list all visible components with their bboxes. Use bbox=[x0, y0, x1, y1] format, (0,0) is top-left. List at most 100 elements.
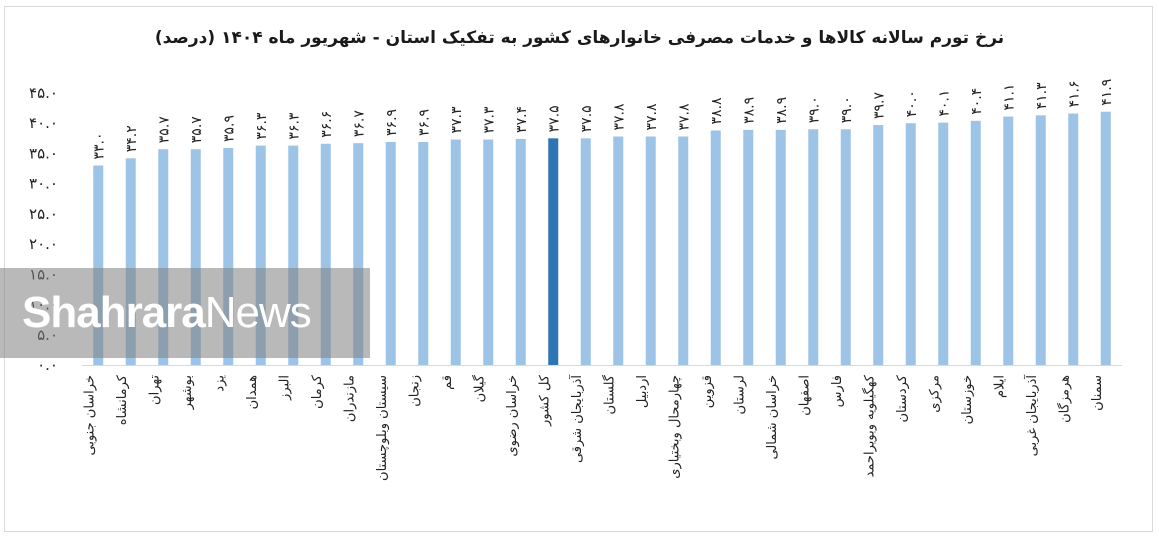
data-label: ۳۶.۹ bbox=[384, 109, 400, 136]
x-tick-label: خراسان شمالی bbox=[765, 375, 780, 460]
x-tick-label: خراسان جنوبی bbox=[82, 375, 97, 455]
x-tick-label: کرمان bbox=[310, 374, 325, 409]
y-tick-label: ۲۵.۰ bbox=[29, 205, 58, 223]
x-tick-label: زنجان bbox=[407, 375, 422, 407]
data-label: ۳۳.۰ bbox=[91, 133, 107, 160]
x-tick-label: قزوین bbox=[700, 375, 715, 408]
data-label: ۳۷.۳ bbox=[481, 106, 497, 133]
bar bbox=[678, 136, 689, 365]
data-label: ۳۴.۲ bbox=[124, 125, 140, 152]
data-label: ۳۷.۸ bbox=[644, 103, 660, 130]
x-tick-label: سمنان bbox=[1090, 375, 1105, 411]
data-label: ۴۰.۴ bbox=[969, 88, 985, 115]
data-label: ۳۹.۰ bbox=[839, 96, 855, 123]
x-tick-label: خوزستان bbox=[960, 375, 975, 424]
bar bbox=[905, 123, 916, 365]
data-label: ۴۱.۳ bbox=[1034, 82, 1050, 109]
data-label: ۳۷.۸ bbox=[676, 103, 692, 130]
x-tick-label: البرز bbox=[277, 375, 292, 401]
bar bbox=[743, 129, 754, 365]
bar bbox=[808, 129, 819, 365]
x-tick-label: آذربایجان غربی bbox=[1023, 374, 1040, 457]
data-label: ۳۶.۳ bbox=[286, 112, 302, 139]
bar bbox=[548, 138, 559, 365]
bar bbox=[353, 143, 364, 365]
data-label: ۳۸.۹ bbox=[774, 97, 790, 124]
data-label: ۴۰.۱ bbox=[936, 90, 952, 117]
bar bbox=[645, 136, 656, 365]
bar bbox=[840, 129, 851, 365]
watermark-logo: ShahraraNews bbox=[0, 268, 370, 358]
bar bbox=[1003, 116, 1014, 365]
x-tick-label: کهگیلویه وبویراحمد bbox=[861, 374, 877, 477]
bar bbox=[710, 130, 721, 365]
chart-title: نرخ تورم سالانه کالاها و خدمات مصرفی خان… bbox=[154, 28, 1005, 48]
x-tick-label: سیستان وبلوچستان bbox=[375, 375, 390, 481]
bar bbox=[190, 149, 201, 365]
x-tick-label: فارس bbox=[830, 375, 845, 407]
bar bbox=[223, 148, 234, 365]
data-label: ۳۶.۹ bbox=[416, 109, 432, 136]
x-tick-label: چهارمحال وبختیاری bbox=[667, 375, 682, 479]
y-tick-label: ۴۰.۰ bbox=[29, 114, 58, 132]
data-label: ۳۶.۶ bbox=[319, 111, 335, 138]
bar bbox=[158, 149, 169, 365]
bar bbox=[775, 129, 786, 365]
data-label: ۳۶.۷ bbox=[351, 110, 367, 137]
bar bbox=[938, 122, 949, 366]
data-label: ۳۷.۵ bbox=[579, 105, 595, 132]
data-label: ۴۱.۹ bbox=[1099, 79, 1115, 106]
x-tick-label: مازندران bbox=[342, 375, 357, 422]
data-label: ۳۷.۴ bbox=[514, 106, 530, 133]
data-label: ۳۸.۸ bbox=[709, 97, 725, 124]
x-tick-label: آذربایجان شرقی bbox=[568, 374, 585, 463]
x-tick-label: قم bbox=[440, 375, 455, 390]
watermark-bold-text: Shahrara bbox=[22, 288, 206, 337]
x-tick-label: گلستان bbox=[601, 374, 617, 414]
x-tick-label: اصفهان bbox=[797, 375, 812, 416]
data-label: ۳۹.۷ bbox=[871, 92, 887, 119]
watermark-light-text: News bbox=[204, 288, 312, 337]
x-tick-label: تهران bbox=[147, 375, 162, 405]
data-label: ۳۹.۰ bbox=[806, 96, 822, 123]
y-tick-label: ۰.۰ bbox=[37, 356, 58, 374]
bar bbox=[970, 120, 981, 365]
bar bbox=[418, 141, 429, 365]
data-label: ۴۱.۱ bbox=[1001, 84, 1017, 111]
y-tick-label: ۳۰.۰ bbox=[29, 175, 58, 193]
bar bbox=[515, 138, 526, 365]
bar bbox=[1068, 113, 1079, 365]
bar bbox=[1035, 115, 1046, 365]
x-tick-label: خراسان رضوی bbox=[505, 375, 520, 457]
bar bbox=[93, 165, 104, 365]
bar bbox=[385, 141, 396, 365]
x-tick-label: ایلام bbox=[992, 375, 1007, 398]
data-label: ۳۸.۹ bbox=[741, 97, 757, 124]
bar bbox=[125, 158, 136, 365]
data-label: ۳۵.۷ bbox=[156, 116, 172, 143]
y-tick-label: ۴۵.۰ bbox=[29, 84, 58, 102]
x-tick-label: گیلان bbox=[471, 374, 487, 402]
bar bbox=[255, 145, 266, 365]
x-tick-label: اردبیل bbox=[635, 375, 650, 408]
x-tick-label: مرکزی bbox=[927, 375, 942, 413]
bar bbox=[483, 139, 494, 365]
bar bbox=[873, 125, 884, 365]
data-label: ۳۷.۵ bbox=[546, 105, 562, 132]
bar bbox=[320, 143, 331, 365]
data-label: ۴۱.۶ bbox=[1066, 81, 1082, 108]
x-tick-label: یزد bbox=[212, 375, 227, 392]
bar bbox=[580, 138, 591, 365]
x-tick-label: بوشهر bbox=[180, 375, 195, 410]
bar bbox=[288, 145, 299, 365]
data-label: ۳۷.۳ bbox=[449, 106, 465, 133]
data-label: ۳۶.۳ bbox=[254, 112, 270, 139]
bar bbox=[450, 139, 461, 365]
data-label: ۳۵.۷ bbox=[189, 116, 205, 143]
x-tick-label: کرمانشاه bbox=[115, 374, 130, 425]
y-tick-label: ۳۵.۰ bbox=[29, 144, 58, 162]
data-label: ۳۷.۸ bbox=[611, 103, 627, 130]
x-tick-label: لرستان bbox=[732, 375, 747, 414]
x-tick-label: کردستان bbox=[895, 374, 910, 422]
data-label: ۴۰.۰ bbox=[904, 90, 920, 117]
